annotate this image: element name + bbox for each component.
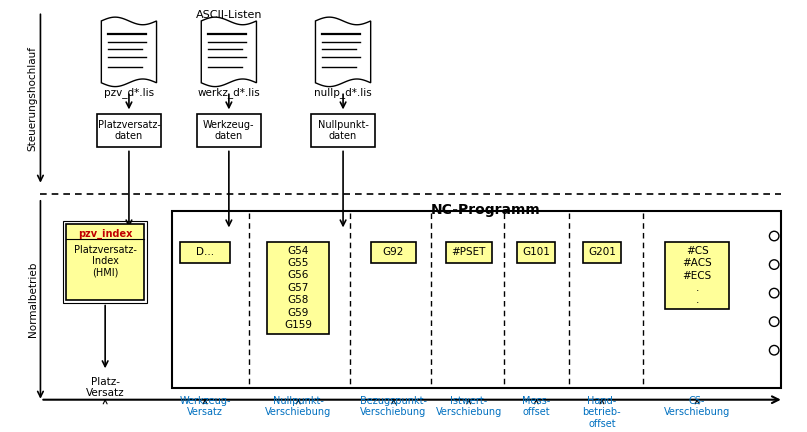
Bar: [311, 114, 375, 146]
Text: Werkzeug-
daten: Werkzeug- daten: [203, 120, 255, 141]
Text: nullp_d*.lis: nullp_d*.lis: [314, 86, 372, 98]
Text: Istwert-
Verschiebung: Istwert- Verschiebung: [436, 396, 502, 417]
Text: Steuerungshochlauf: Steuerungshochlauf: [27, 45, 38, 150]
Polygon shape: [201, 17, 257, 86]
Bar: [665, 242, 730, 309]
Text: Mess-
offset: Mess- offset: [522, 396, 550, 417]
Text: ASCII-Listen: ASCII-Listen: [195, 10, 262, 19]
Polygon shape: [316, 17, 370, 86]
Text: G54
G55
G56
G57
G58
G59
G159: G54 G55 G56 G57 G58 G59 G159: [284, 246, 312, 330]
Text: #CS
#ACS
#ECS
.
.: #CS #ACS #ECS . .: [682, 246, 712, 305]
Text: pzv_d*.lis: pzv_d*.lis: [104, 86, 154, 98]
Text: pzv_index: pzv_index: [78, 229, 132, 238]
Polygon shape: [102, 17, 157, 86]
Text: #PSET: #PSET: [451, 247, 486, 257]
Text: Bezugspunkt-
Verschiebung: Bezugspunkt- Verschiebung: [360, 396, 427, 417]
Text: werkz_d*.lis: werkz_d*.lis: [198, 86, 260, 98]
Bar: [97, 114, 161, 146]
Text: G201: G201: [588, 247, 616, 257]
Text: Normalbetrieb: Normalbetrieb: [27, 262, 38, 337]
Bar: [445, 242, 491, 263]
Text: G92: G92: [383, 247, 404, 257]
Bar: [180, 242, 230, 263]
Text: Platz-
Versatz: Platz- Versatz: [86, 377, 124, 398]
Bar: [63, 221, 147, 303]
Text: Nullpunkt-
Verschiebung: Nullpunkt- Verschiebung: [266, 396, 332, 417]
Bar: [172, 211, 781, 388]
Bar: [197, 114, 261, 146]
Text: Nullpunkt-
daten: Nullpunkt- daten: [318, 120, 369, 141]
Text: Hand-
betrieb-
offset: Hand- betrieb- offset: [583, 396, 621, 429]
Text: G101: G101: [522, 247, 550, 257]
Text: NC-Programm: NC-Programm: [431, 203, 541, 217]
Text: Platzversatz-
Index
(HMI): Platzversatz- Index (HMI): [73, 245, 136, 278]
Text: Werkzeug-
Versatz: Werkzeug- Versatz: [179, 396, 231, 417]
Bar: [267, 242, 329, 334]
Bar: [66, 224, 144, 300]
Bar: [370, 242, 416, 263]
Bar: [583, 242, 621, 263]
Text: D...: D...: [196, 247, 214, 257]
Text: Platzversatz-
daten: Platzversatz- daten: [98, 120, 161, 141]
Bar: [517, 242, 555, 263]
Text: CS-
Verschiebung: CS- Verschiebung: [664, 396, 730, 417]
